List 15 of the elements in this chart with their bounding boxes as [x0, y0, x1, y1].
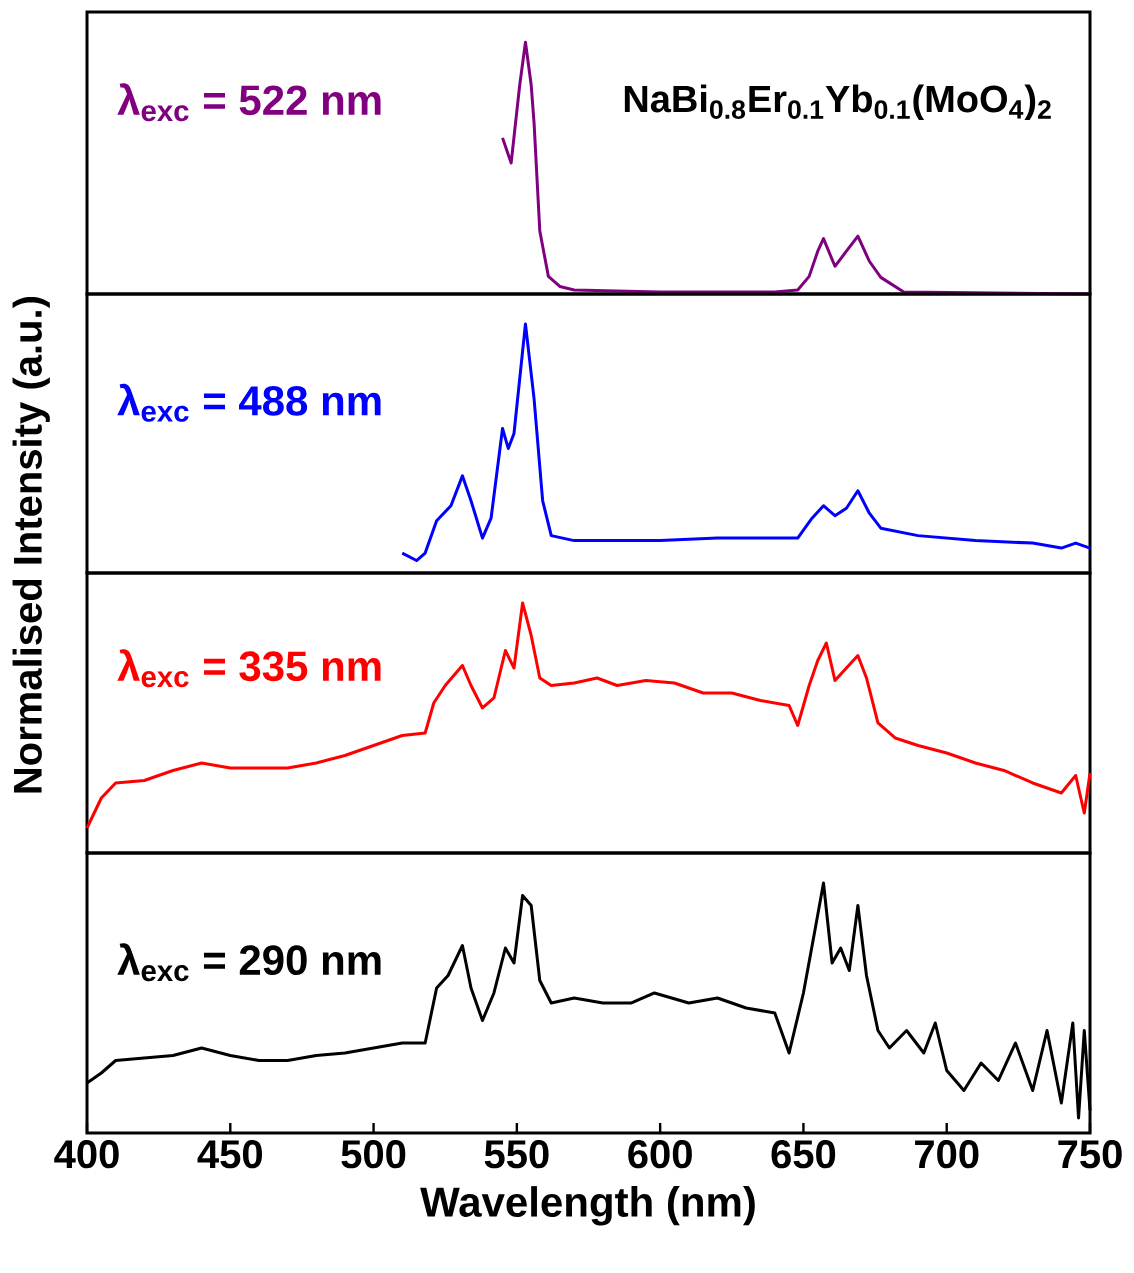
x-tick-label: 500: [341, 1140, 406, 1169]
x-tick-label: 550: [484, 1140, 549, 1169]
chart-title: NaBi$_{0.8}$Er$_{0.1}$Yb$_{0.1}$(MoO$_{4}$)$_{2}$: [624, 84, 1051, 120]
annotation: λ$_{exc}$ = 522 nm: [117, 83, 381, 122]
x-axis-title: Wavelength (nm): [420, 1186, 755, 1226]
annotation: λ$_{exc}$ = 335 nm: [117, 649, 381, 688]
x-tick-label: 700: [915, 1140, 979, 1169]
x-tick-label: 650: [771, 1140, 836, 1169]
x-tick-label: 450: [197, 1140, 263, 1169]
annotation: λ$_{exc}$ = 290 nm: [117, 943, 381, 982]
annotation: λ$_{exc}$ = 488 nm: [117, 383, 381, 422]
x-tick-label: 400: [54, 1140, 119, 1169]
x-tick-label: 600: [628, 1140, 692, 1169]
y-axis-title: Normalised Intensity (a.u.): [12, 297, 50, 793]
x-tick-label: 750: [1058, 1140, 1122, 1169]
